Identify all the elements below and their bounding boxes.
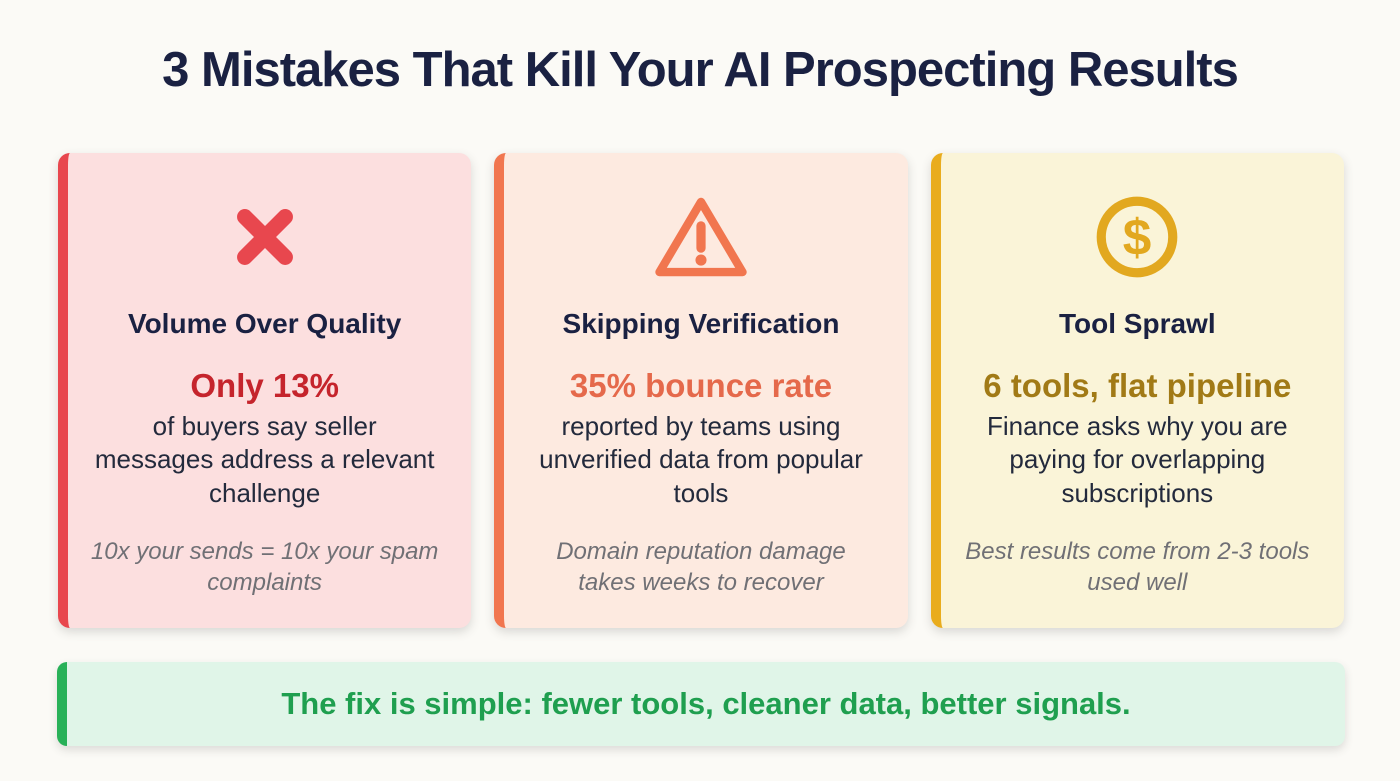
card-title: Skipping Verification — [562, 308, 840, 339]
page-title: 3 Mistakes That Kill Your AI Prospecting… — [162, 43, 1239, 97]
card-title: Tool Sprawl — [1059, 308, 1216, 339]
card-title: Volume Over Quality — [127, 308, 402, 339]
card-note: Best results come from 2-3 tools used we… — [965, 537, 1310, 596]
card-stat: 35% bounce rate — [569, 367, 833, 404]
dollar-circle-icon: $ — [1093, 193, 1181, 281]
svg-text:$: $ — [1123, 208, 1152, 265]
card-note: 10x your sends = 10x your spam complaint… — [90, 537, 439, 596]
card-skipping-verification: Skipping Verification 35% bounce rate re… — [494, 153, 908, 628]
card-volume-over-quality: Volume Over Quality Only 13% of buyers s… — [58, 153, 472, 628]
card-tool-sprawl: $ Tool Sprawl 6 tools, flat pipeline Fin… — [930, 153, 1344, 628]
card-body: of buyers say seller messages address a … — [94, 411, 435, 508]
warning-triangle-icon — [653, 193, 749, 281]
card-body: Finance asks why you are paying for over… — [987, 411, 1288, 508]
card-stat: 6 tools, flat pipeline — [983, 367, 1292, 404]
card-body: reported by teams using unverified data … — [539, 411, 863, 508]
x-icon — [221, 193, 309, 281]
fix-banner: The fix is simple: fewer tools, cleaner … — [57, 662, 1345, 746]
fix-banner-text: The fix is simple: fewer tools, cleaner … — [281, 686, 1131, 721]
card-note: Domain reputation damage takes weeks to … — [556, 537, 846, 596]
card-stat: Only 13% — [190, 367, 339, 404]
mistake-cards-row: Volume Over Quality Only 13% of buyers s… — [58, 153, 1344, 628]
